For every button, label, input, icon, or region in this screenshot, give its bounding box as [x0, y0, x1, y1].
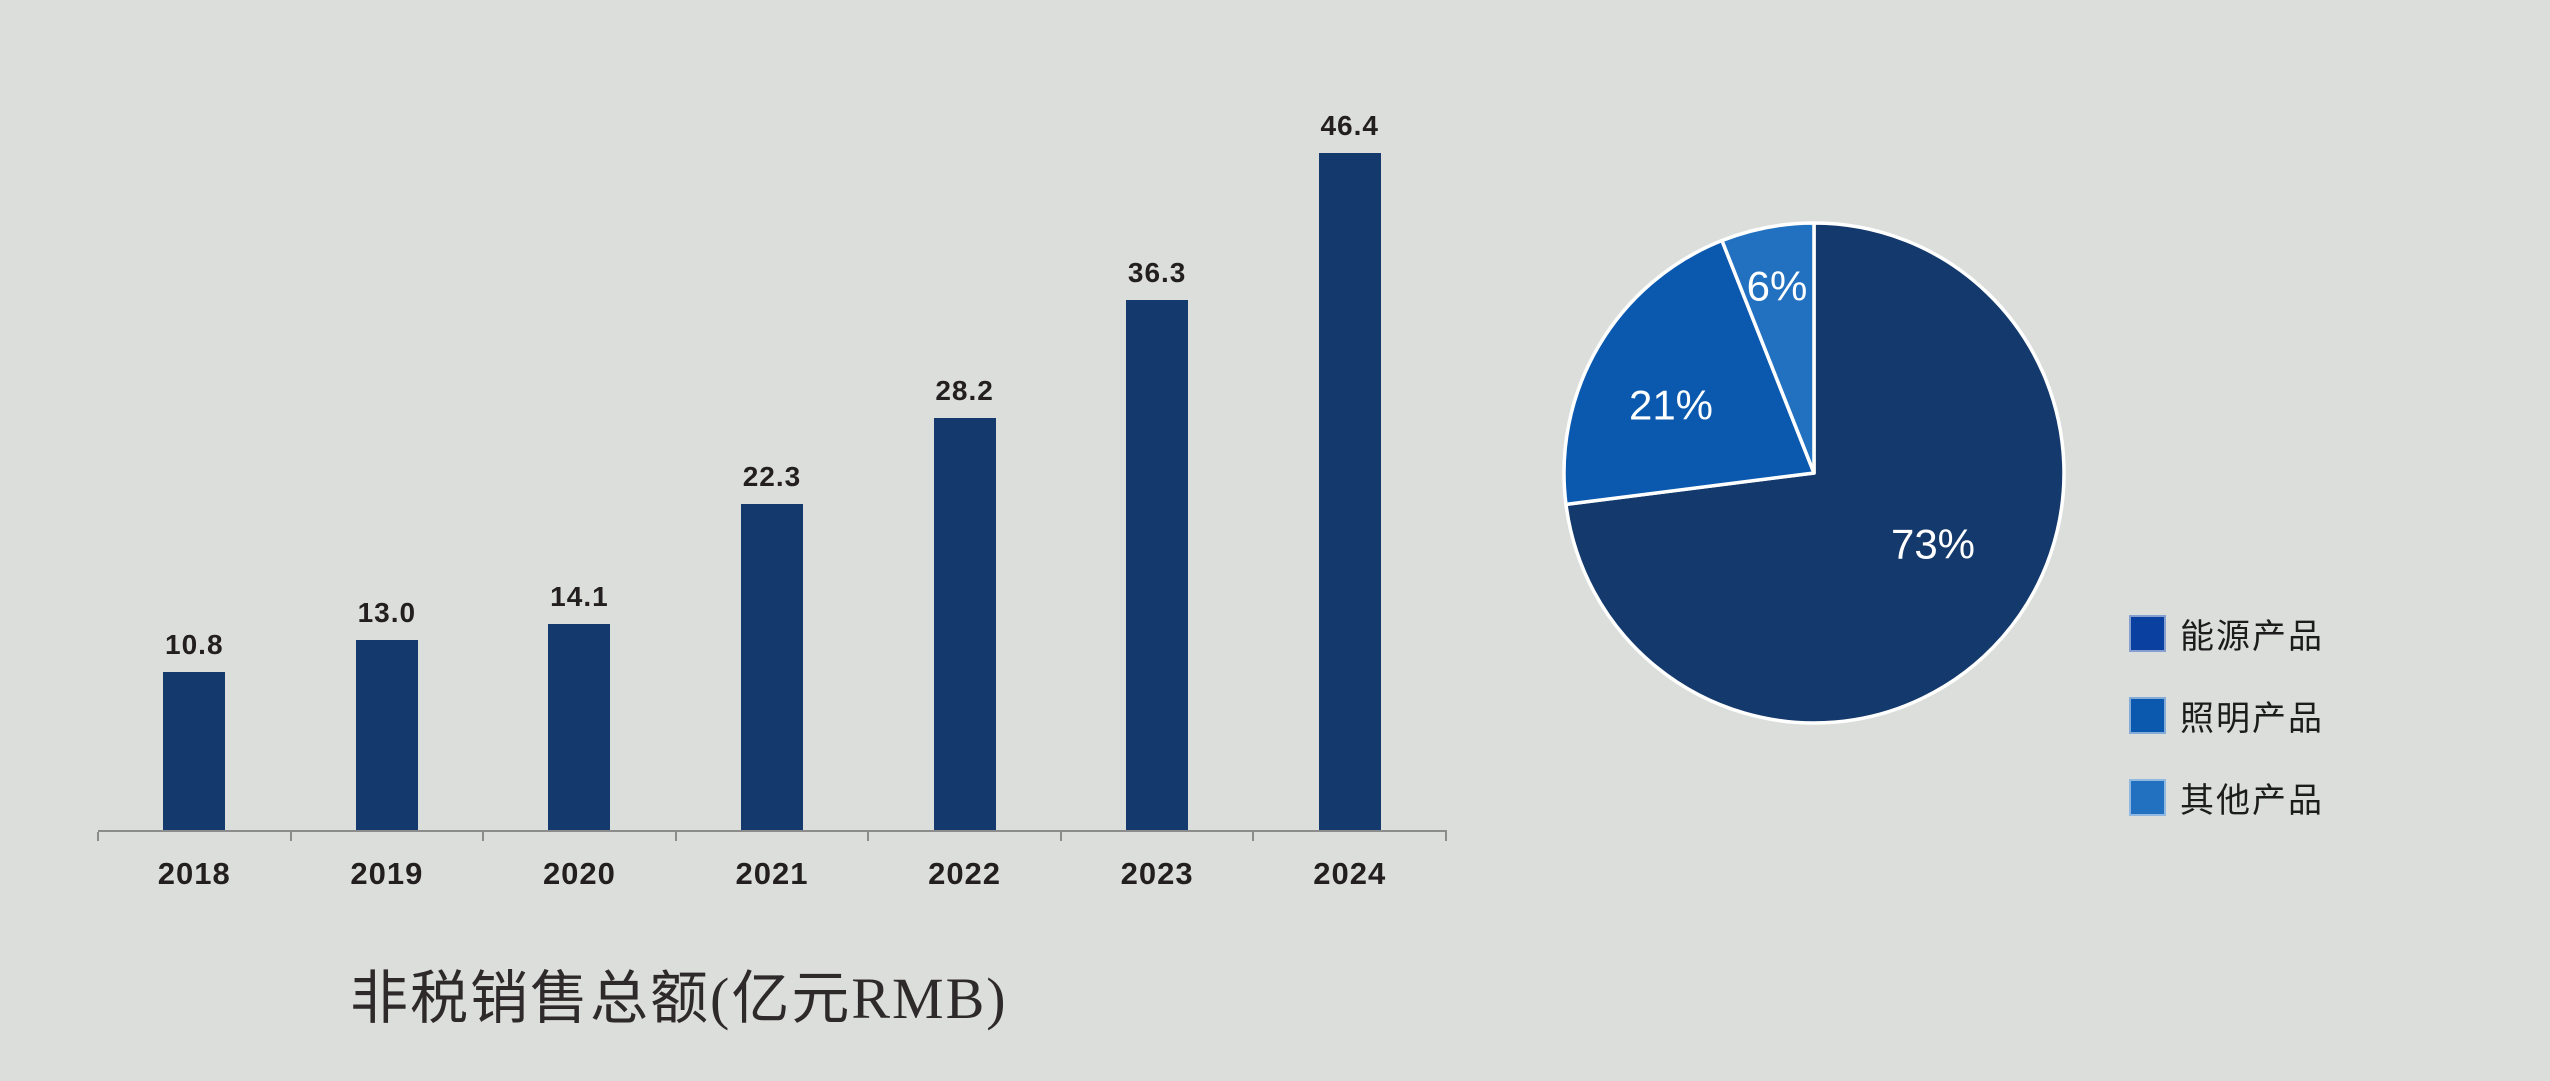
- pie-percent-label: 21%: [1629, 382, 1713, 429]
- x-axis-category-label: 2018: [157, 856, 231, 891]
- x-axis-tick: [482, 832, 485, 841]
- bar-value-label: 22.3: [742, 461, 802, 493]
- x-axis-tick: [1059, 832, 1062, 841]
- pie-percent-label: 6%: [1747, 263, 1808, 310]
- legend-swatch: [2129, 779, 2166, 816]
- x-axis-tick: [674, 832, 677, 841]
- legend-label: 其他产品: [2180, 782, 2324, 820]
- x-axis-tick: [867, 832, 870, 841]
- bar-column: 36.3: [1061, 0, 1254, 830]
- bar: [163, 672, 226, 830]
- bar: [740, 504, 803, 830]
- bar: [548, 624, 611, 830]
- bar-column: 28.2: [868, 0, 1061, 830]
- x-axis-category-label: 2023: [1120, 856, 1194, 891]
- bar-value-label: 36.3: [1127, 257, 1187, 289]
- bar-value-label: 46.4: [1320, 109, 1379, 141]
- pie-slice: [1562, 238, 1816, 507]
- legend-item: 其他产品: [2129, 773, 2324, 822]
- x-axis-category-label: 2024: [1313, 856, 1387, 891]
- x-axis-tick: [1445, 832, 1447, 841]
- bar-column: 14.1: [483, 0, 676, 830]
- pie-chart: 73% 21% 6%: [1562, 221, 2066, 725]
- bar-column: 10.8: [98, 0, 291, 830]
- legend-label: 能源产品: [2180, 618, 2324, 656]
- legend-item: 照明产品: [2129, 691, 2324, 740]
- bar: [1318, 152, 1381, 830]
- x-axis-category-label: 2019: [350, 856, 424, 891]
- legend-label: 照明产品: [2180, 700, 2324, 738]
- bar-value-label: 14.1: [550, 581, 609, 613]
- bar-value-label: 13.0: [357, 597, 417, 629]
- bar-value-label: 28.2: [935, 375, 994, 407]
- bar-chart-plot-area: 10.8 13.0 14.1 22.3 28.2 36.3 46.4: [98, 0, 1446, 830]
- legend-swatch: [2129, 615, 2166, 652]
- x-axis-category-label: 2021: [735, 856, 809, 891]
- bar: [1126, 300, 1189, 830]
- bar-value-label: 10.8: [165, 629, 224, 661]
- x-axis-tick: [97, 832, 99, 841]
- pie-legend: 能源产品照明产品其他产品: [2129, 609, 2324, 855]
- x-axis-tick: [289, 832, 292, 841]
- x-axis-line: [98, 830, 1447, 832]
- x-axis-category-label: 2022: [928, 856, 1002, 891]
- bar: [933, 418, 996, 830]
- bar-column: 46.4: [1253, 0, 1446, 830]
- x-axis-tick: [1252, 832, 1255, 841]
- legend-swatch: [2129, 697, 2166, 734]
- bar-chart-title: 非税销售总额(亿元RMB): [350, 966, 1008, 1031]
- x-axis-category-label: 2020: [542, 856, 616, 891]
- bar-column: 13.0: [291, 0, 484, 830]
- legend-item: 能源产品: [2129, 609, 2324, 658]
- pie-percent-label: 73%: [1891, 521, 1975, 568]
- bar: [355, 640, 418, 830]
- bar-column: 22.3: [676, 0, 869, 830]
- pie-slice: [1720, 221, 1816, 475]
